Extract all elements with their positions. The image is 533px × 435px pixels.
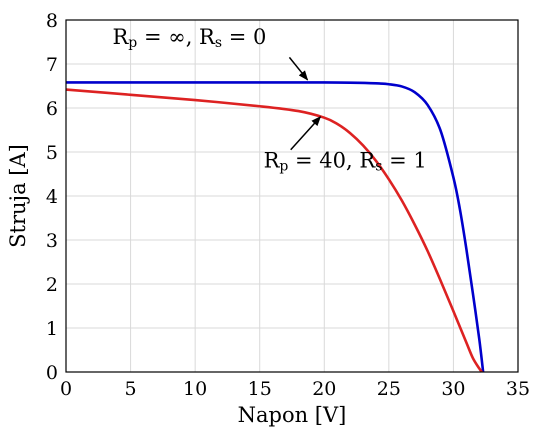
- y-tick-label: 8: [46, 10, 58, 32]
- y-tick-label: 3: [46, 230, 58, 252]
- annotation-arrow-ideal: [288, 56, 309, 81]
- y-tick-label: 6: [46, 98, 58, 120]
- x-tick-label: 35: [506, 378, 530, 400]
- annotation-label-ideal: Rp = ∞, Rs = 0: [112, 25, 266, 51]
- y-tick-label: 0: [46, 362, 58, 384]
- x-tick-label: 0: [60, 378, 72, 400]
- annotation-label-real: Rp = 40, Rs = 1: [264, 148, 427, 174]
- y-tick-label: 1: [46, 318, 58, 340]
- annotations: Rp = ∞, Rs = 0 Rp = 40, Rs = 1: [112, 25, 426, 174]
- y-tick-label: 7: [46, 54, 58, 76]
- y-tick-label: 2: [46, 274, 58, 296]
- series-line-2: [65, 88, 483, 373]
- y-tick-label: 5: [46, 142, 58, 164]
- x-tick-label: 10: [183, 378, 207, 400]
- plot-frame: [65, 19, 519, 373]
- x-tick-label: 25: [377, 378, 401, 400]
- tick-labels: 0 5 10 15 20 25 30 35 0 1 2 3 4 5 6 7 8: [46, 10, 530, 400]
- x-tick-label: 15: [248, 378, 272, 400]
- series-group: [65, 81, 485, 373]
- y-axis-label: Struja [A]: [6, 144, 30, 248]
- series-line-1: [66, 81, 485, 373]
- x-axis-label: Napon [V]: [238, 403, 347, 427]
- x-tick-label: 5: [125, 378, 137, 400]
- x-tick-label: 30: [441, 378, 465, 400]
- annotation-arrow-real: [290, 116, 322, 151]
- grid: [66, 20, 518, 372]
- y-tick-label: 4: [46, 186, 58, 208]
- x-tick-label: 20: [312, 378, 336, 400]
